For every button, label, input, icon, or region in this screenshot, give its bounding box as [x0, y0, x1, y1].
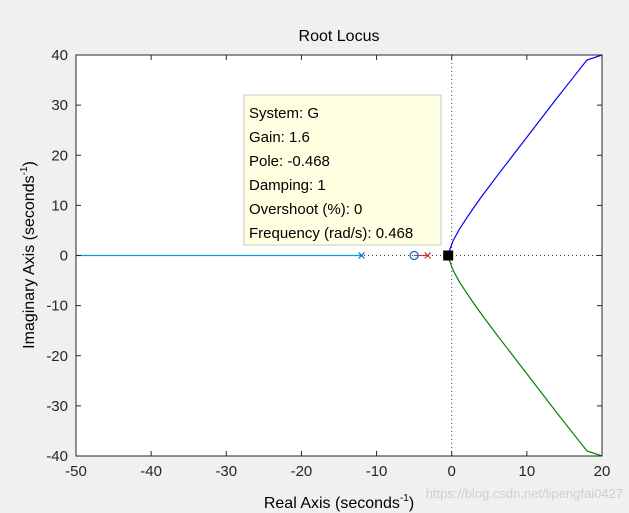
data-tip-pole: Pole: -0.468 — [249, 153, 330, 170]
y-tick-label-4: 0 — [60, 248, 68, 265]
x-axis-label: Real Axis (seconds-1) — [264, 493, 414, 512]
data-tip[interactable]: System: G Gain: 1.6 Pole: -0.468 Damping… — [243, 94, 442, 246]
data-tip-gain: Gain: 1.6 — [249, 129, 310, 146]
data-tip-overshoot: Overshoot (%): 0 — [249, 201, 362, 218]
selected-point-marker[interactable] — [443, 250, 454, 261]
data-tip-frequency: Frequency (rad/s): 0.468 — [249, 225, 413, 242]
x-tick-label-4: -10 — [366, 463, 388, 480]
pole-zero-markers — [358, 250, 432, 261]
x-tick-label-5: 0 — [448, 463, 456, 480]
x-tick-label-0: -50 — [65, 463, 87, 480]
data-tip-system: System: G — [249, 105, 319, 122]
pole-marker-0[interactable] — [358, 252, 365, 259]
y-tick-label-1: -30 — [46, 398, 68, 415]
y-tick-label-3: -10 — [46, 298, 68, 315]
data-tip-box — [243, 94, 442, 246]
locus-branch-3[interactable] — [447, 255, 603, 457]
data-tip-damping: Damping: 1 — [249, 177, 326, 194]
watermark: https://blog.csdn.net/lipengfai0427 — [426, 486, 623, 501]
y-tick-label-8: 40 — [51, 47, 68, 64]
y-tick-label-6: 20 — [51, 147, 68, 164]
x-tick-label-6: 10 — [519, 463, 536, 480]
selected-point-layer — [443, 250, 454, 261]
x-tick-label-2: -30 — [215, 463, 237, 480]
chart-title: Root Locus — [299, 28, 380, 45]
axis-ticks: -50 -40 -30 -20 -10 0 10 20-40-30-20-1001020304… — [46, 47, 610, 480]
zero-marker-0[interactable] — [409, 250, 419, 261]
x-tick-label-1: -40 — [140, 463, 162, 480]
y-tick-label-0: -40 — [46, 448, 68, 465]
y-tick-label-2: -20 — [46, 348, 68, 365]
y-tick-label-5: 10 — [51, 197, 68, 214]
y-axis-label: Imaginary Axis (seconds-1) — [19, 161, 38, 349]
pole-marker-1[interactable] — [424, 252, 432, 259]
y-tick-label-7: 30 — [51, 97, 68, 114]
locus-branch-2[interactable] — [447, 54, 603, 256]
x-tick-label-3: -20 — [291, 463, 313, 480]
locus-branches — [76, 54, 603, 457]
x-tick-label-7: 20 — [594, 463, 611, 480]
